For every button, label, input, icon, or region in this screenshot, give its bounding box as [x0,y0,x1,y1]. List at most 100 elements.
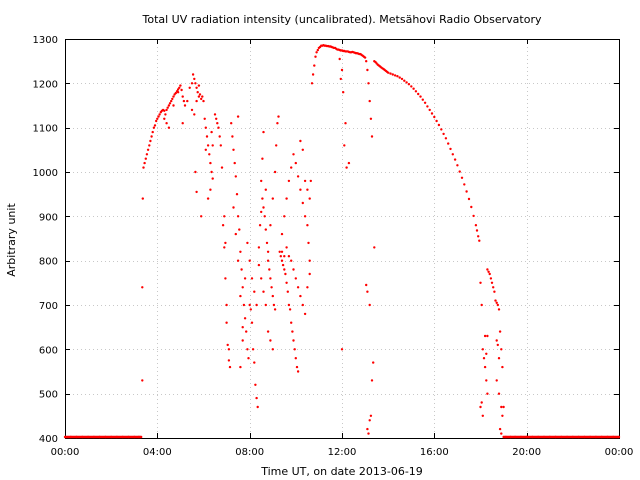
data-point [407,83,411,86]
data-point [280,250,284,253]
y-tick-label: 800 [39,257,58,268]
data-point [497,357,501,360]
data-point [181,122,184,125]
data-point [266,330,270,333]
data-point [292,339,295,342]
data-point [495,301,498,304]
data-point [482,357,486,360]
data-point [485,379,488,382]
data-point [166,106,169,109]
grid-lines [65,39,619,438]
data-point [186,99,189,103]
data-point [501,365,504,369]
y-tick-label: 600 [39,345,58,356]
data-point [211,144,214,147]
data-point [303,312,307,316]
data-point [428,108,431,112]
data-point [308,197,311,200]
data-point [193,77,196,81]
data-point [419,95,422,98]
data-point [148,144,151,147]
data-point [262,290,265,293]
data-point [276,122,279,125]
data-point [426,105,429,108]
data-point [417,92,420,96]
data-point [195,86,198,90]
data-point [430,112,434,115]
data-point [264,228,267,231]
data-point [293,348,296,351]
data-point [223,246,226,249]
data-point [299,139,302,143]
data-point [301,148,304,151]
data-point [479,405,482,409]
data-point [239,294,242,298]
data-point [193,113,196,116]
data-point [500,348,503,351]
data-point [345,166,348,169]
data-point [225,303,228,307]
data-point [271,348,274,351]
data-point [223,215,226,218]
data-point [296,175,300,178]
data-point [393,74,397,77]
data-point [271,197,274,200]
data-point [490,281,494,284]
data-point [228,365,232,369]
data-point [456,164,459,167]
data-point [493,290,496,293]
data-point [209,188,212,191]
data-point [143,161,146,165]
data-point [234,175,237,178]
data-point [421,98,424,101]
data-point [278,250,281,253]
data-point [249,308,252,311]
data-point [197,84,201,87]
data-point [204,126,207,129]
data-point [280,259,284,262]
data-point [241,339,244,342]
data-point [250,321,254,324]
x-tick-label: 12:00 [328,447,357,458]
data-point [215,117,218,121]
data-point [231,135,234,138]
data-point [238,228,241,231]
data-point [204,148,207,151]
data-point [157,115,160,118]
data-point [396,75,399,78]
data-point [224,277,227,280]
data-point [479,281,482,284]
data-point [449,147,452,151]
data-point [200,97,203,101]
data-point [277,115,280,118]
data-point [197,95,201,98]
data-point [225,321,228,324]
data-point [412,87,415,90]
data-point [410,85,413,88]
data-point [294,161,297,165]
data-point [172,104,175,107]
data-point [280,232,284,236]
data-point [261,157,264,160]
data-point [243,277,247,280]
data-point [340,68,344,72]
y-tick-label: 1100 [33,124,58,135]
data-point [179,84,182,87]
data-point [296,286,300,289]
data-point [253,290,256,293]
data-point [367,82,370,85]
data-point [168,102,172,105]
data-point [365,60,368,63]
data-point [363,56,367,59]
data-point [497,308,501,311]
data-point [261,197,264,200]
y-tick-label: 1200 [33,79,58,90]
data-point [316,48,319,52]
data-points [63,44,621,439]
data-point [235,193,239,196]
data-point [141,379,144,382]
data-point [151,130,154,134]
data-point [230,122,233,125]
data-point [372,361,375,364]
data-point [299,188,302,191]
